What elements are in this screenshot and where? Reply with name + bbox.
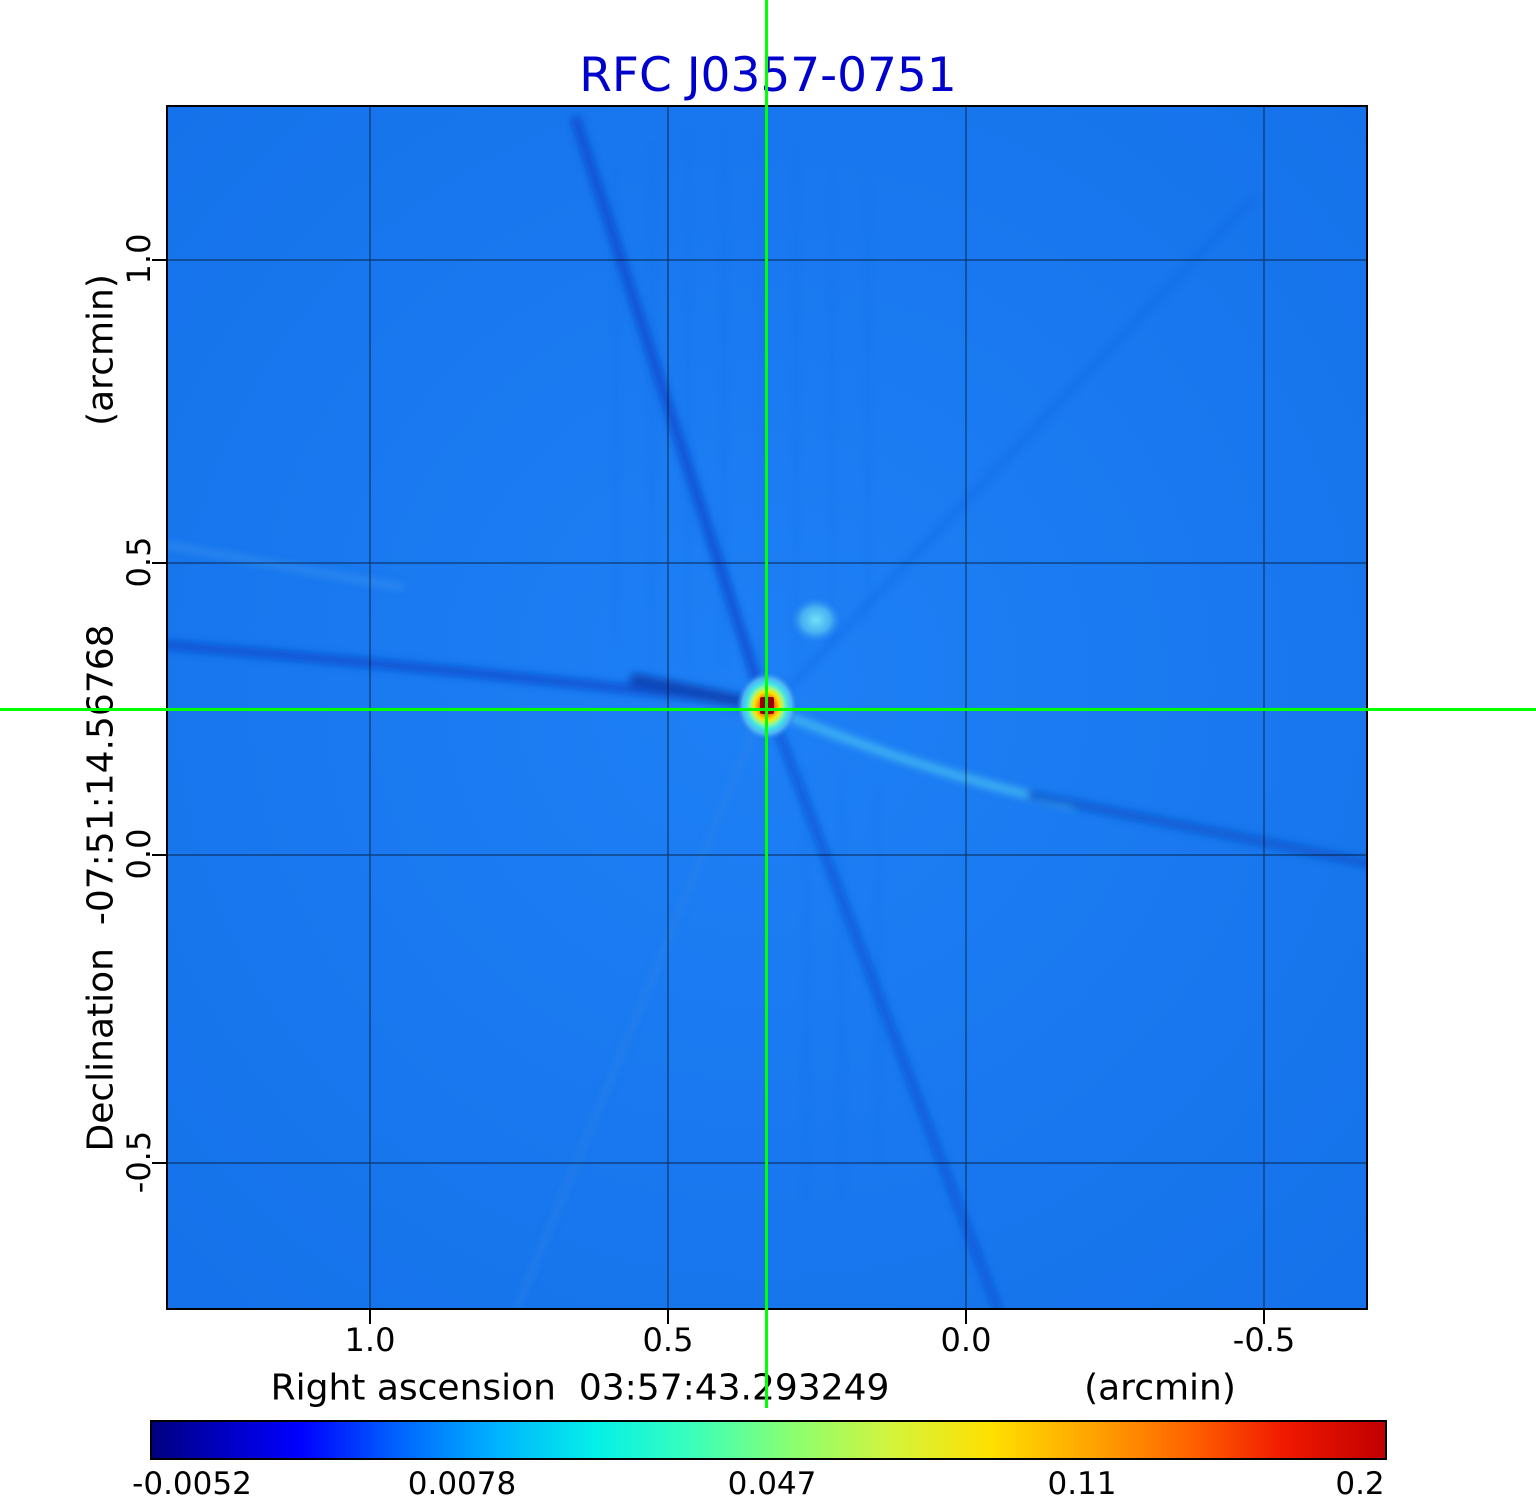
- x-tick-label: -0.5: [1232, 1321, 1296, 1359]
- colorbar-tick-label: 0.0078: [407, 1466, 517, 1502]
- y-tick-mark: [152, 259, 166, 261]
- x-tick-mark: [1263, 1310, 1265, 1324]
- y-tick-label: 0.5: [120, 536, 158, 588]
- colorbar-tick-label: 0.047: [727, 1466, 817, 1502]
- colorbar-tick-label: 0.11: [1047, 1466, 1117, 1502]
- y-tick-label: -0.5: [120, 1130, 158, 1194]
- y-tick-mark: [152, 562, 166, 564]
- figure-title: RFC J0357-0751: [579, 48, 957, 103]
- x-tick-mark: [965, 1310, 967, 1324]
- y-tick-mark: [152, 1162, 166, 1164]
- x-axis-unit-label: (arcmin): [1084, 1367, 1236, 1409]
- y-tick-mark: [152, 854, 166, 856]
- colorbar: [150, 1420, 1387, 1460]
- crosshair-vertical-line: [765, 0, 768, 1408]
- x-axis-title: Right ascension 03:57:43.293249: [270, 1367, 890, 1409]
- x-tick-label: 1.0: [344, 1321, 396, 1359]
- crosshair-horizontal-line: [0, 708, 1536, 711]
- y-axis-title: Declination -07:51:14.56768: [80, 624, 122, 1152]
- ripple-pattern: [613, 135, 881, 1205]
- colorbar-tick-label: 0.2: [1335, 1466, 1385, 1502]
- y-tick-label: 1.0: [120, 233, 158, 285]
- x-tick-mark: [369, 1310, 371, 1324]
- x-tick-label: 0.0: [940, 1321, 992, 1359]
- secondary-blob: [789, 596, 843, 644]
- x-tick-mark: [667, 1310, 669, 1324]
- y-axis-unit-label: (arcmin): [80, 274, 122, 426]
- y-tick-label: 0.0: [120, 828, 158, 880]
- sidelobe-streaks: [161, 115, 1372, 1314]
- colorbar-tick-label: -0.0052: [132, 1466, 252, 1502]
- x-tick-label: 0.5: [642, 1321, 694, 1359]
